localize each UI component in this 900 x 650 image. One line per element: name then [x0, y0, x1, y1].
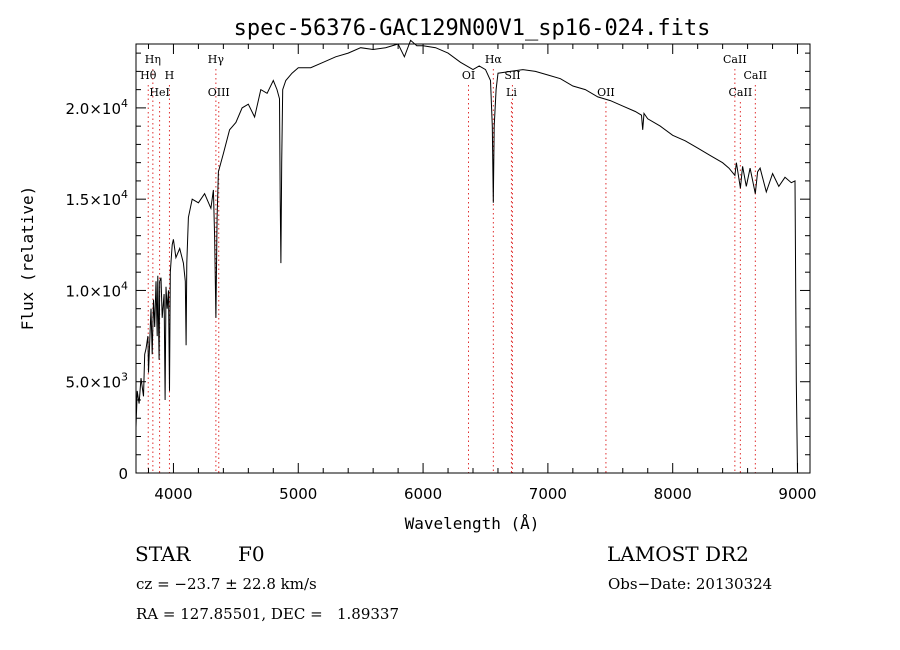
- emission-line-label: CaII: [729, 86, 753, 99]
- emission-line-label: OIII: [208, 86, 230, 99]
- chart-title: spec-56376-GAC129N00V1_sp16-024.fits: [234, 16, 711, 41]
- y-axis-label: Flux (relative): [18, 186, 37, 331]
- x-axis-label: Wavelength (Å): [405, 514, 540, 533]
- emission-line-label: Li: [506, 86, 517, 99]
- y-tick-label: 0: [118, 465, 128, 483]
- emission-line-label: CaII: [743, 69, 767, 82]
- spectrum-line: [135, 39, 798, 474]
- observation-date: Obs−Date: 20130324: [608, 575, 773, 593]
- object-class: STAR: [135, 542, 191, 566]
- x-tick-label: 8000: [654, 485, 692, 503]
- y-tick-label: 1.0×104: [65, 279, 128, 300]
- object-subclass: F0: [238, 542, 265, 566]
- x-axis: 4000 5000 6000 7000 8000 9000: [147, 44, 817, 503]
- x-tick-label: 4000: [154, 485, 192, 503]
- emission-line-label: HeI: [149, 86, 169, 99]
- emission-line-label: Hγ: [208, 53, 225, 66]
- x-tick-label: 6000: [404, 485, 442, 503]
- y-axis: 0 5.0×103 1.0×104 1.5×104 2.0×104: [65, 52, 810, 483]
- emission-line-label: CaII: [723, 53, 747, 66]
- emission-line-label: H: [165, 69, 175, 82]
- emission-line-labels: Hη Hθ H HeI Hγ OIII Hα OI SII Li OII CaII CaII CaII: [140, 53, 767, 99]
- y-tick-label: 5.0×103: [65, 371, 128, 392]
- emission-line-label: OII: [597, 86, 615, 99]
- x-tick-label: 7000: [529, 485, 567, 503]
- emission-line-label: SII: [504, 69, 520, 82]
- emission-line-label: Hη: [145, 53, 161, 66]
- emission-line-label: Hθ: [140, 69, 157, 82]
- sky-coordinates: RA = 127.85501, DEC = 1.89337: [136, 605, 400, 623]
- x-tick-label: 5000: [279, 485, 317, 503]
- emission-line-label: Hα: [485, 53, 503, 66]
- y-tick-label: 2.0×104: [65, 97, 128, 118]
- y-tick-label: 1.5×104: [65, 188, 128, 209]
- survey-name: LAMOST DR2: [607, 542, 749, 566]
- x-tick-label: 9000: [778, 485, 816, 503]
- plot-frame: [135, 43, 811, 474]
- emission-line-label: OI: [462, 69, 475, 82]
- redshift-velocity: cz = −23.7 ± 22.8 km/s: [136, 575, 317, 593]
